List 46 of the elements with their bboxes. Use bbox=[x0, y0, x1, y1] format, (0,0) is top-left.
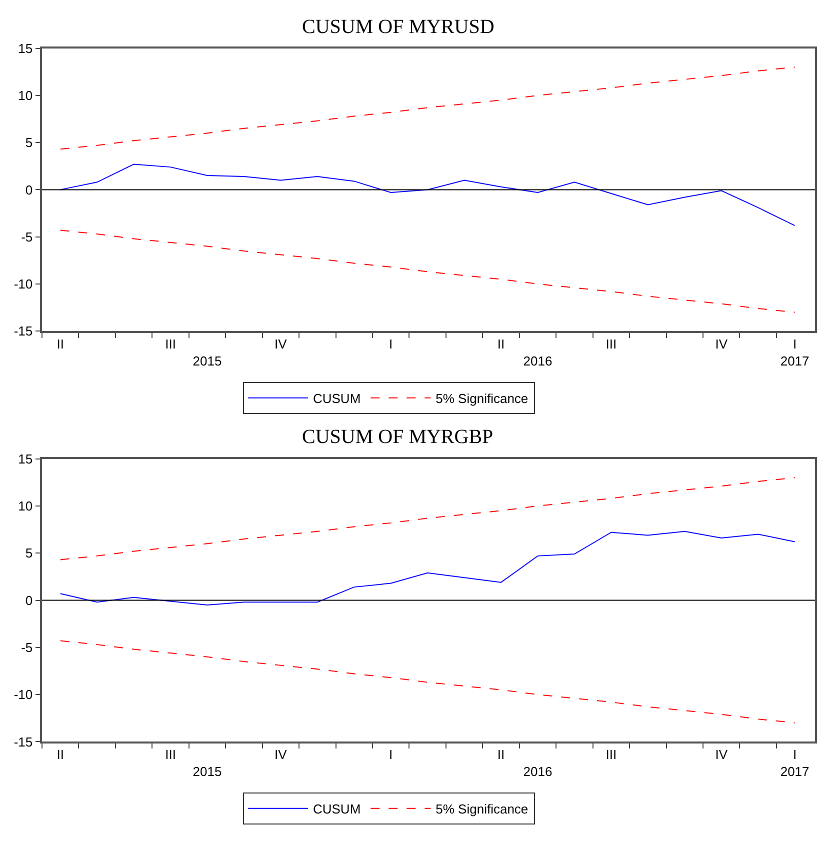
x-tick-label: I 2017 bbox=[780, 336, 810, 368]
x-tick-label: I bbox=[389, 747, 393, 762]
line-series bbox=[60, 230, 796, 313]
x-tick-label: 2015 bbox=[192, 764, 222, 779]
x-tick-label: 2015 bbox=[192, 353, 222, 368]
y-tick-label: -15 bbox=[14, 734, 33, 750]
y-tick-label: -10 bbox=[14, 276, 33, 292]
x-tick-label: III bbox=[606, 336, 617, 352]
y-tick-label: 5 bbox=[25, 546, 33, 561]
line-series bbox=[60, 66, 796, 150]
x-tick-label: II bbox=[56, 336, 64, 352]
y-tick-label: 15 bbox=[18, 451, 33, 466]
x-tick-label: IV bbox=[274, 336, 288, 352]
y-tick-label: 10 bbox=[18, 498, 33, 514]
y-tick-label: -15 bbox=[14, 324, 33, 339]
line-series bbox=[60, 530, 796, 606]
x-tick-label: I 2017 bbox=[780, 747, 810, 779]
x-tick-label: I bbox=[389, 336, 393, 352]
y-tick-label: 0 bbox=[25, 182, 33, 198]
legend-label: 5% Significance bbox=[436, 390, 528, 406]
x-tick-label: II bbox=[56, 747, 64, 762]
y-tick-label: 10 bbox=[18, 88, 33, 103]
chart-title: CUSUM OF MYRGBP bbox=[302, 426, 494, 448]
x-tick-label: III bbox=[165, 747, 176, 762]
legend-label: 5% Significance bbox=[436, 802, 528, 816]
x-tick-label: IV bbox=[715, 336, 728, 352]
y-tick-label: 5 bbox=[25, 135, 33, 150]
x-tick-label: IV bbox=[274, 747, 288, 762]
legend-label: CUSUM bbox=[312, 802, 361, 816]
y-tick-label: -10 bbox=[14, 687, 33, 702]
y-tick-label: -5 bbox=[21, 640, 33, 655]
y-tick-label: 0 bbox=[25, 592, 33, 608]
x-tick-label: IV bbox=[715, 747, 728, 762]
x-tick-label: 2016 bbox=[523, 353, 552, 368]
line-series bbox=[60, 640, 796, 724]
x-tick-label: III bbox=[165, 336, 176, 352]
legend-label: CUSUM bbox=[312, 390, 361, 406]
x-tick-label: II bbox=[497, 747, 505, 762]
y-tick-label: -5 bbox=[21, 229, 33, 244]
x-tick-label: III bbox=[606, 747, 617, 762]
chart-title: CUSUM OF MYRUSD bbox=[302, 16, 494, 38]
x-tick-label: 2016 bbox=[523, 764, 552, 779]
x-tick-label: II bbox=[497, 336, 505, 352]
line-series bbox=[60, 477, 796, 560]
line-series bbox=[60, 164, 796, 226]
y-tick-label: 15 bbox=[18, 40, 33, 56]
